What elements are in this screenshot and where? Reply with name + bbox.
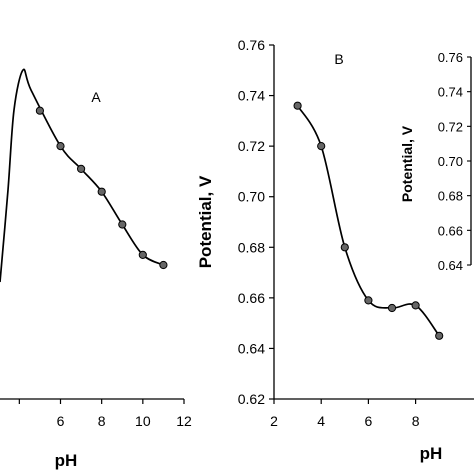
panel-a-data-point	[118, 220, 127, 229]
panel-a-data-point	[138, 250, 147, 259]
panel-b-y-tick-label: 0.72	[238, 138, 265, 154]
panel-a-label: A	[91, 89, 101, 105]
panel-b-inset-y-tick-label: 0.68	[438, 189, 463, 204]
panel-a-x-tick-label: 12	[176, 413, 192, 429]
panel-b-y-tick-label: 0.74	[238, 88, 265, 104]
panel-b-x-axis-title: pH	[420, 444, 443, 463]
panel-a-data-point	[77, 164, 86, 173]
panel-b-y-tick-label: 0.64	[238, 340, 265, 356]
panel-b-inset-background	[397, 36, 474, 288]
panel-a-x-tick-label: 8	[98, 413, 106, 429]
panel-b-inset-y-tick-label: 0.66	[438, 223, 463, 238]
panel-b-inset-y-axis-title: Potential, V	[399, 125, 415, 202]
panel-a-data-point	[97, 187, 106, 196]
panel-a-x-axis-title: pH	[55, 451, 78, 470]
panel-b: 0.62 0.64 0.66 0.68 0.70 0.72 0.74 0.76 2 4 6 8 Pote…	[196, 37, 474, 463]
panel-b-data-point	[340, 243, 349, 252]
panel-b-inset-y-tick-label: 0.74	[438, 85, 463, 100]
panel-b-inset-y-tick-label: 0.76	[438, 50, 463, 65]
panel-b-y-tick-label: 0.68	[238, 239, 265, 255]
panel-a-data-point	[159, 260, 168, 270]
panel-a-x-tick-label: 10	[135, 413, 151, 429]
panel-b-data-point	[387, 303, 397, 313]
panel-b-x-tick-label: 8	[412, 413, 420, 429]
panel-a: 6 8 10 12 pH A	[0, 68, 192, 470]
panel-b-inset: 0.64 0.66 0.68 0.70 0.72 0.74 0.76 Potential, V	[397, 36, 474, 288]
panel-b-inset-y-tick-label: 0.72	[438, 119, 463, 134]
panel-b-data-point	[317, 142, 326, 151]
panel-b-x-tick-label: 2	[270, 413, 278, 429]
panel-b-data-point	[435, 331, 444, 340]
panel-b-x-tick-label: 6	[365, 413, 373, 429]
panel-b-y-tick-label: 0.62	[238, 391, 265, 407]
panel-a-data-point	[56, 142, 65, 151]
panel-b-inset-y-tick-label: 0.70	[438, 154, 463, 169]
panel-b-data-point	[364, 296, 373, 305]
panel-b-label: B	[334, 51, 343, 67]
panel-a-x-tick-label: 6	[57, 413, 65, 429]
panel-b-y-tick-label: 0.76	[238, 37, 265, 53]
panel-a-series-line	[0, 68, 164, 283]
panel-b-data-point	[293, 101, 302, 110]
panel-b-y-tick-label: 0.70	[238, 189, 265, 205]
panel-b-y-tick-label: 0.66	[238, 290, 265, 306]
panel-a-data-point	[35, 106, 45, 115]
panel-b-data-point	[411, 301, 420, 310]
panel-b-x-tick-label: 4	[317, 413, 325, 429]
panel-b-inset-y-tick-label: 0.64	[438, 258, 463, 273]
panel-b-y-axis-title: Potential, V	[196, 175, 215, 268]
